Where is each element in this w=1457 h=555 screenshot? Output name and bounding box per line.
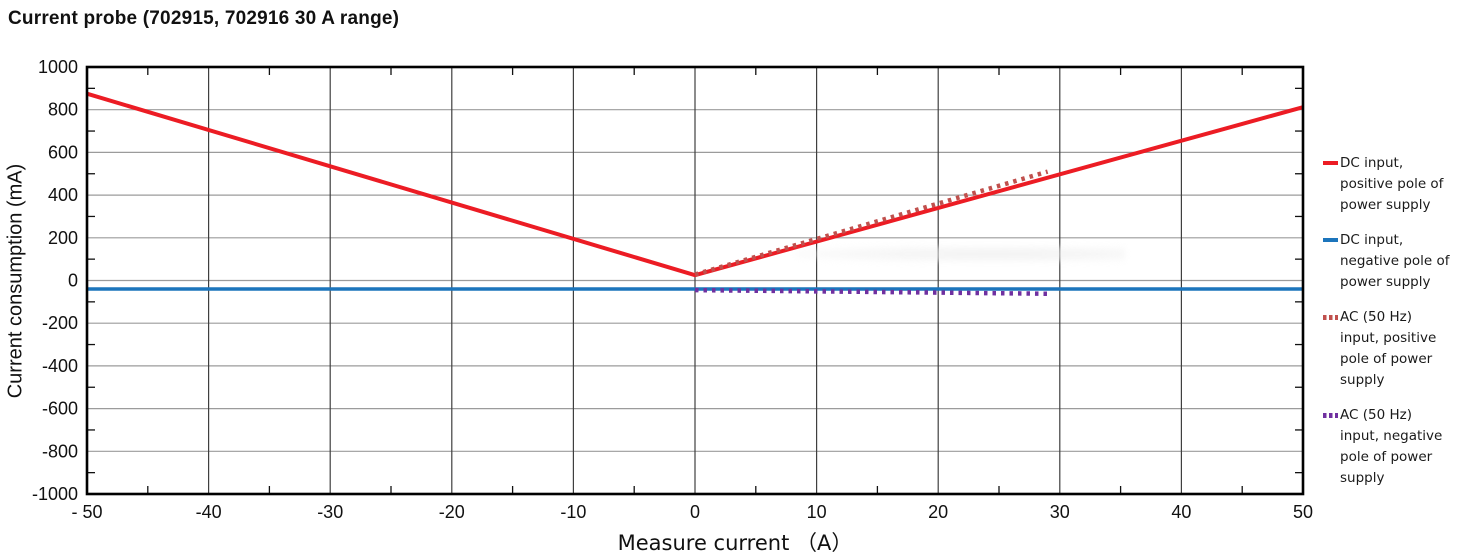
x-tick-label: 50 (1293, 502, 1313, 522)
y-tick-label: 1000 (38, 57, 78, 77)
legend-item-ac-positive: AC (50 Hz) input, positive pole of power… (1323, 307, 1455, 391)
legend-swatch-dc-negative-line (1323, 238, 1338, 242)
y-tick-label: -1000 (32, 484, 78, 504)
legend-swatch-dc-positive-line (1323, 161, 1338, 165)
y-tick-label: 0 (68, 271, 78, 291)
x-tick-label: 20 (928, 502, 948, 522)
y-tick-label: 600 (48, 142, 78, 162)
x-tick-label: -30 (317, 502, 343, 522)
x-tick-label: -10 (560, 502, 586, 522)
legend: DC input, positive pole of power supply … (1323, 153, 1455, 503)
y-tick-label: -200 (42, 313, 78, 333)
y-tick-label: 800 (48, 100, 78, 120)
legend-swatch-ac-negative-dots (1323, 413, 1338, 418)
legend-label-dc-positive: DC input, positive pole of power supply (1340, 155, 1444, 213)
legend-label-dc-negative: DC input, negative pole of power supply (1340, 232, 1450, 290)
y-tick-label: -400 (42, 356, 78, 376)
x-axis-title: Measure current （A） (617, 531, 853, 555)
x-tick-label: 40 (1171, 502, 1191, 522)
series-ac-positive (694, 169, 1049, 277)
y-axis-title: Current consumption (mA) (4, 163, 27, 399)
x-tick-label: - 50 (71, 502, 102, 522)
legend-item-dc-negative: DC input, negative pole of power supply (1323, 230, 1455, 293)
y-tick-label: -800 (42, 441, 78, 461)
x-tick-label: 30 (1050, 502, 1070, 522)
legend-label-ac-negative: AC (50 Hz) input, negative pole of power… (1340, 407, 1443, 486)
plot-frame (85, 65, 1305, 496)
y-tick-label: -600 (42, 399, 78, 419)
x-tick-label: 10 (807, 502, 827, 522)
chart-title: Current probe (702915, 702916 30 A range… (8, 8, 400, 29)
legend-swatch-ac-positive-dots (1323, 315, 1338, 320)
legend-label-ac-positive: AC (50 Hz) input, positive pole of power… (1340, 309, 1437, 388)
legend-item-dc-positive: DC input, positive pole of power supply (1323, 153, 1455, 216)
x-tick-label: 0 (690, 502, 700, 522)
x-tick-label: -40 (196, 502, 222, 522)
x-tick-label: -20 (439, 502, 465, 522)
legend-item-ac-negative: AC (50 Hz) input, negative pole of power… (1323, 405, 1455, 489)
series-dc-positive (86, 91, 1304, 278)
y-tick-label: 400 (48, 185, 78, 205)
y-tick-label: 200 (48, 228, 78, 248)
